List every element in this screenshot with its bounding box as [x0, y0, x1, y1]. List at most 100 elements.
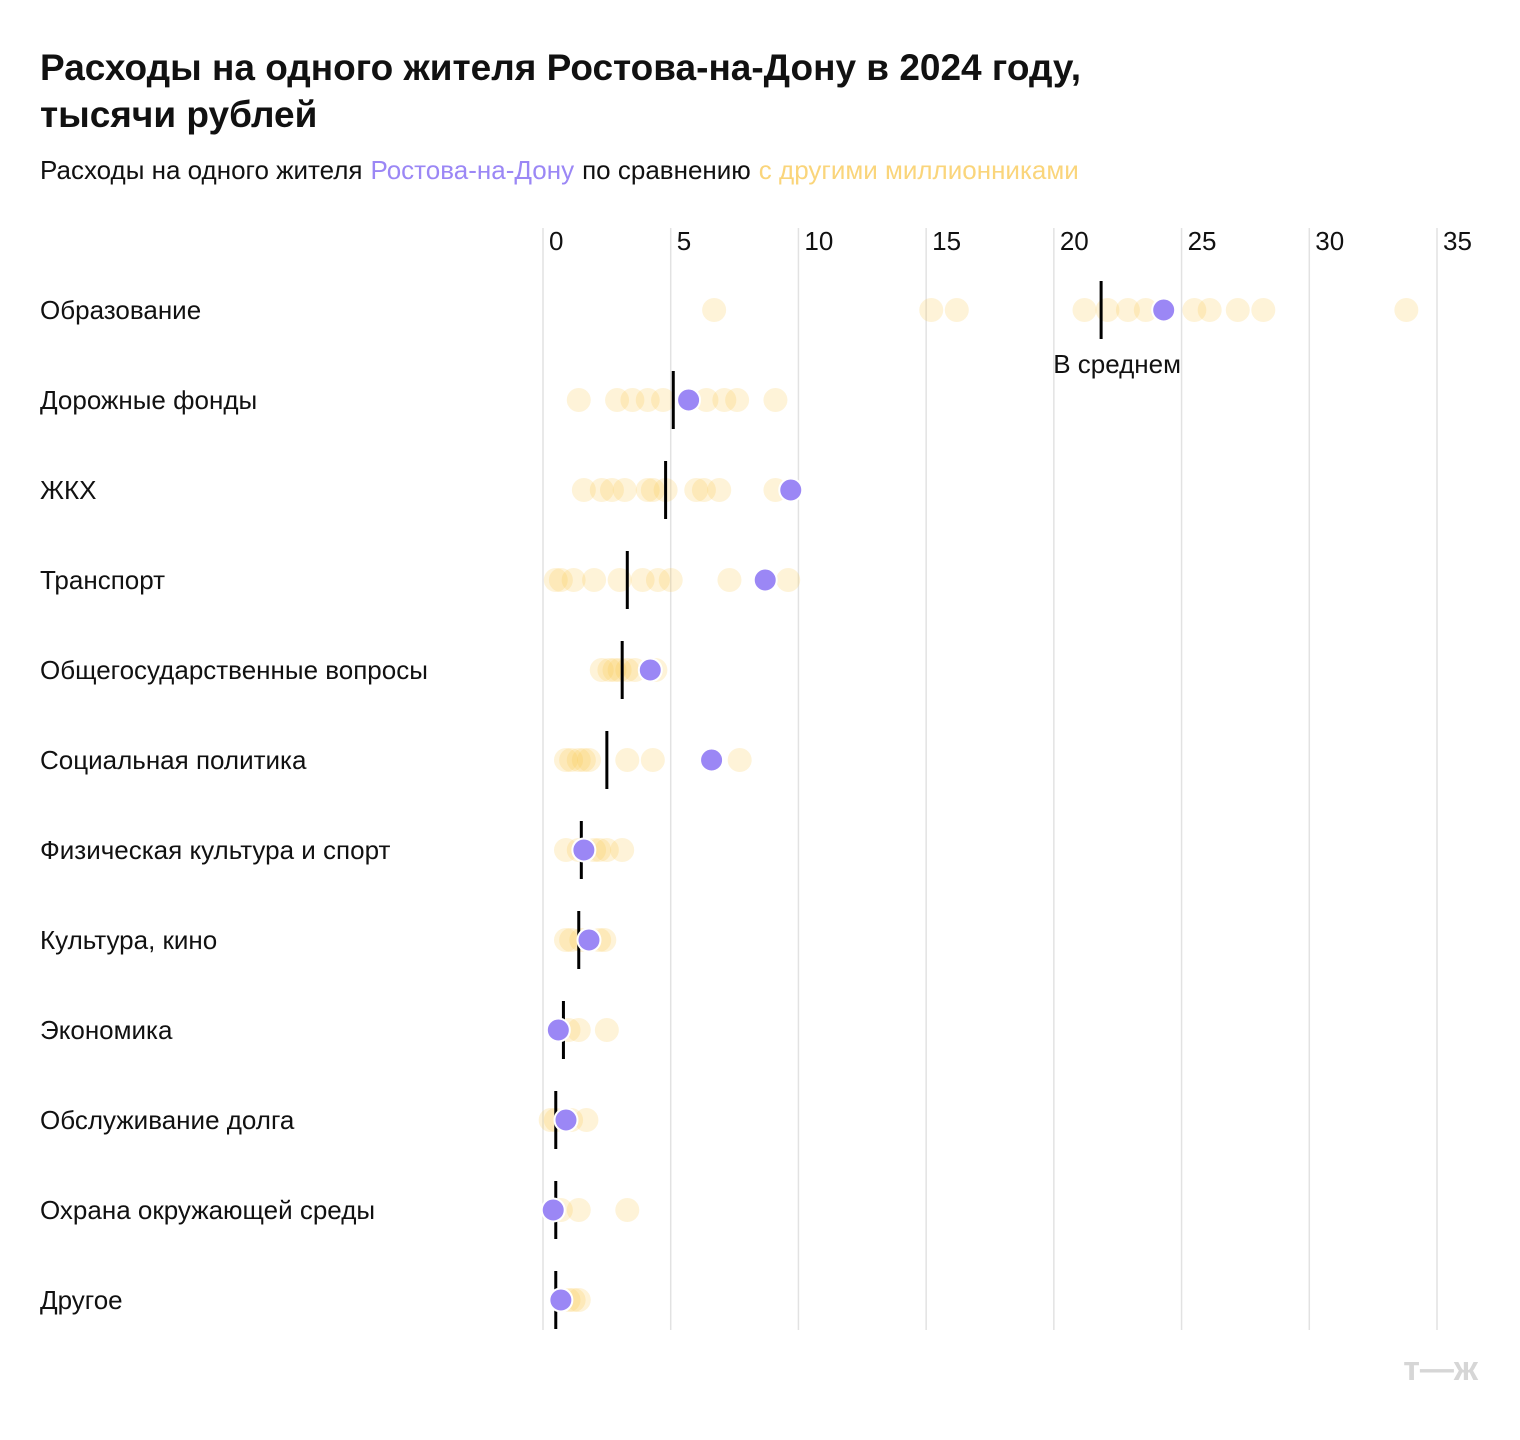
x-tick-label: 15	[932, 226, 961, 256]
other-city-dot	[615, 748, 640, 772]
other-city-dot	[576, 748, 601, 772]
row	[540, 1181, 640, 1239]
other-city-dot	[548, 568, 573, 592]
average-annotation: В среднем	[1053, 349, 1181, 379]
other-city-dot	[566, 1018, 591, 1042]
city-dot	[676, 387, 702, 413]
other-city-dot	[620, 388, 645, 412]
other-city-dot	[559, 928, 584, 952]
other-city-dot	[589, 658, 614, 682]
other-city-dot	[566, 748, 591, 772]
row	[589, 641, 668, 699]
category-label: Социальная политика	[40, 745, 307, 775]
other-city-dot	[651, 388, 676, 412]
city-dot	[637, 657, 663, 683]
other-city-dot	[571, 748, 596, 772]
category-label: Охрана окружающей среды	[40, 1195, 375, 1225]
other-city-dot	[553, 748, 578, 772]
category-label: Образование	[40, 295, 201, 325]
city-dot	[571, 837, 597, 863]
city-dot	[540, 1197, 566, 1223]
city-dot	[752, 567, 778, 593]
chart-title: Расходы на одного жителя Ростова-на-Дону…	[40, 47, 1081, 88]
other-city-dot	[599, 478, 624, 502]
category-label: Обслуживание долга	[40, 1105, 295, 1135]
other-city-dot	[712, 388, 737, 412]
other-city-dot	[571, 478, 596, 502]
other-city-dot	[566, 1288, 591, 1312]
other-city-dot	[702, 298, 727, 322]
category-label: Другое	[40, 1285, 123, 1315]
row	[553, 821, 635, 879]
subtitle: Расходы на одного жителя Ростова-на-Дону п…	[40, 155, 1079, 185]
other-city-dot	[594, 838, 619, 862]
city-dot	[778, 477, 804, 503]
other-city-dot	[717, 568, 742, 592]
x-tick-label: 5	[677, 226, 691, 256]
other-city-dot	[607, 568, 632, 592]
other-city-dot	[543, 568, 568, 592]
x-tick-label: 20	[1060, 226, 1089, 256]
other-city-dot	[610, 838, 635, 862]
x-tick-label: 25	[1188, 226, 1217, 256]
other-city-dot	[566, 388, 591, 412]
other-city-dot	[635, 388, 660, 412]
city-dot	[545, 1017, 571, 1043]
other-city-dot	[635, 478, 660, 502]
subtitle-text: Расходы на одного жителя	[40, 155, 363, 185]
other-city-dot	[615, 1198, 640, 1222]
row	[548, 1271, 591, 1329]
logo: т—ж	[1403, 1350, 1479, 1388]
row	[571, 461, 804, 519]
other-city-dot	[640, 748, 665, 772]
other-city-dot	[1095, 298, 1120, 322]
city-dot	[1151, 297, 1177, 323]
row	[543, 551, 801, 609]
other-city-dot	[594, 1018, 619, 1042]
other-city-dot	[589, 478, 614, 502]
other-city-dot	[725, 388, 750, 412]
x-tick-label: 35	[1443, 226, 1472, 256]
other-city-dot	[707, 478, 732, 502]
category-label: Физическая культура и спорт	[40, 835, 390, 865]
other-city-dot	[566, 1198, 591, 1222]
other-city-dot	[645, 568, 670, 592]
category-label: Культура, кино	[40, 925, 217, 955]
other-city-dot	[658, 568, 683, 592]
other-city-dot	[1182, 298, 1207, 322]
other-city-dot	[553, 928, 578, 952]
other-city-dot	[1394, 298, 1419, 322]
subtitle-highlight: Ростова-на-Дону	[371, 155, 575, 185]
x-tick-label: 10	[804, 226, 833, 256]
other-city-dot	[919, 298, 944, 322]
city-dot	[553, 1107, 579, 1133]
subtitle-highlight: с другими миллионниками	[759, 155, 1079, 185]
other-city-dot	[776, 568, 801, 592]
other-city-dot	[1197, 298, 1222, 322]
other-city-dot	[1251, 298, 1276, 322]
row	[553, 731, 752, 789]
row	[553, 911, 617, 969]
other-city-dot	[684, 478, 709, 502]
other-city-dot	[597, 658, 622, 682]
other-city-dot	[640, 478, 665, 502]
other-city-dot	[944, 298, 969, 322]
other-city-dot	[630, 568, 655, 592]
category-label: Дорожные фонды	[40, 385, 257, 415]
row	[538, 1091, 599, 1149]
category-label: Общегосударственные вопросы	[40, 655, 428, 685]
other-city-dot	[1115, 298, 1140, 322]
other-city-dot	[574, 1108, 599, 1132]
row	[545, 1001, 619, 1059]
row	[566, 371, 788, 429]
other-city-dot	[1072, 298, 1097, 322]
other-city-dot	[1225, 298, 1250, 322]
other-city-dot	[605, 388, 630, 412]
x-tick-label: 0	[549, 226, 563, 256]
other-city-dot	[582, 568, 607, 592]
category-label: Транспорт	[40, 565, 165, 595]
other-city-dot	[1133, 298, 1158, 322]
category-label: Экономика	[40, 1015, 173, 1045]
